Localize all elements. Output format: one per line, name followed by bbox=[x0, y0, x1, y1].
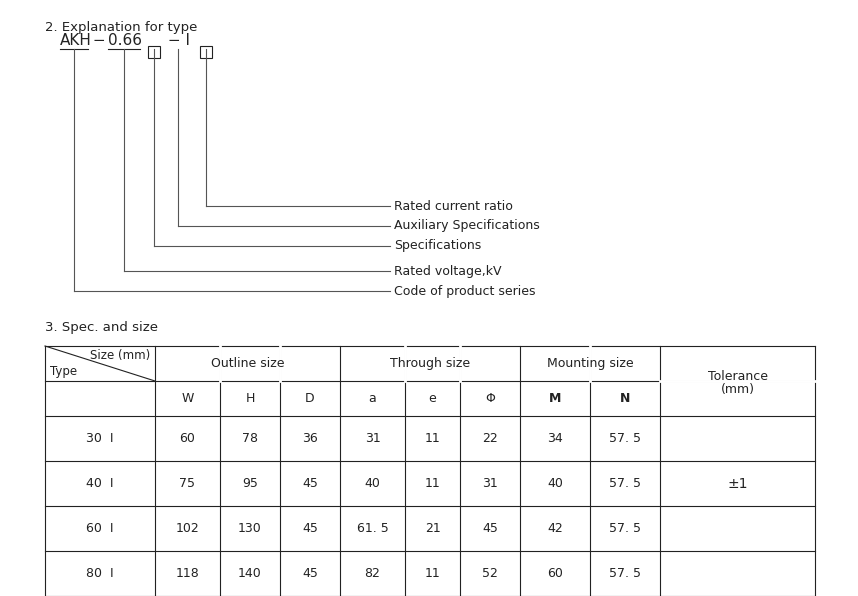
Text: 52: 52 bbox=[482, 567, 498, 580]
Text: 95: 95 bbox=[242, 477, 258, 490]
Text: 34: 34 bbox=[547, 432, 563, 445]
Text: Specifications: Specifications bbox=[394, 240, 481, 253]
Text: Outline size: Outline size bbox=[211, 357, 284, 370]
Text: Code of product series: Code of product series bbox=[394, 284, 535, 297]
Text: a: a bbox=[369, 392, 377, 405]
Text: 31: 31 bbox=[365, 432, 380, 445]
Text: 40: 40 bbox=[365, 477, 380, 490]
Text: 45: 45 bbox=[302, 522, 318, 535]
Text: ±1: ±1 bbox=[728, 476, 748, 491]
Text: Through size: Through size bbox=[390, 357, 470, 370]
Text: 21: 21 bbox=[425, 522, 440, 535]
Text: AKH: AKH bbox=[60, 33, 92, 48]
Text: 40: 40 bbox=[547, 477, 563, 490]
Text: N: N bbox=[619, 392, 630, 405]
Text: 57. 5: 57. 5 bbox=[609, 432, 641, 445]
Text: 30  I: 30 I bbox=[87, 432, 114, 445]
Bar bbox=[148, 46, 160, 58]
Text: Rated current ratio: Rated current ratio bbox=[394, 200, 513, 213]
Text: 60  I: 60 I bbox=[87, 522, 114, 535]
Text: e: e bbox=[429, 392, 437, 405]
Text: 57. 5: 57. 5 bbox=[609, 477, 641, 490]
Text: 102: 102 bbox=[176, 522, 199, 535]
Text: 60: 60 bbox=[547, 567, 563, 580]
Text: 40  I: 40 I bbox=[87, 477, 114, 490]
Text: 118: 118 bbox=[176, 567, 199, 580]
Text: 61. 5: 61. 5 bbox=[357, 522, 389, 535]
Text: 80  I: 80 I bbox=[86, 567, 114, 580]
Text: 2. Explanation for type: 2. Explanation for type bbox=[45, 21, 197, 34]
Text: 45: 45 bbox=[302, 567, 318, 580]
Text: Φ: Φ bbox=[485, 392, 495, 405]
Text: − I: − I bbox=[163, 33, 200, 48]
Text: 78: 78 bbox=[242, 432, 258, 445]
Text: 3. Spec. and size: 3. Spec. and size bbox=[45, 321, 158, 334]
Text: 140: 140 bbox=[239, 567, 262, 580]
Text: 75: 75 bbox=[179, 477, 196, 490]
Text: 11: 11 bbox=[425, 567, 440, 580]
Text: Tolerance: Tolerance bbox=[708, 370, 768, 383]
Text: Type: Type bbox=[50, 365, 77, 378]
Text: 31: 31 bbox=[482, 477, 498, 490]
Text: W: W bbox=[181, 392, 194, 405]
Text: 130: 130 bbox=[239, 522, 262, 535]
Text: H: H bbox=[245, 392, 255, 405]
Text: Auxiliary Specifications: Auxiliary Specifications bbox=[394, 219, 540, 232]
Text: 45: 45 bbox=[482, 522, 498, 535]
Text: (mm): (mm) bbox=[721, 383, 754, 396]
Text: 11: 11 bbox=[425, 477, 440, 490]
Text: Mounting size: Mounting size bbox=[547, 357, 633, 370]
Text: 42: 42 bbox=[547, 522, 563, 535]
Text: D: D bbox=[305, 392, 315, 405]
Text: Rated voltage,kV: Rated voltage,kV bbox=[394, 265, 501, 278]
Text: 60: 60 bbox=[179, 432, 196, 445]
Text: 57. 5: 57. 5 bbox=[609, 522, 641, 535]
Text: 57. 5: 57. 5 bbox=[609, 567, 641, 580]
Bar bbox=[200, 46, 212, 58]
Text: Size (mm): Size (mm) bbox=[90, 349, 150, 362]
Text: 0.66: 0.66 bbox=[108, 33, 142, 48]
Text: 82: 82 bbox=[365, 567, 380, 580]
Text: 36: 36 bbox=[302, 432, 317, 445]
Text: M: M bbox=[549, 392, 561, 405]
Text: 22: 22 bbox=[482, 432, 498, 445]
Text: 11: 11 bbox=[425, 432, 440, 445]
Text: 45: 45 bbox=[302, 477, 318, 490]
Text: −: − bbox=[88, 33, 111, 48]
